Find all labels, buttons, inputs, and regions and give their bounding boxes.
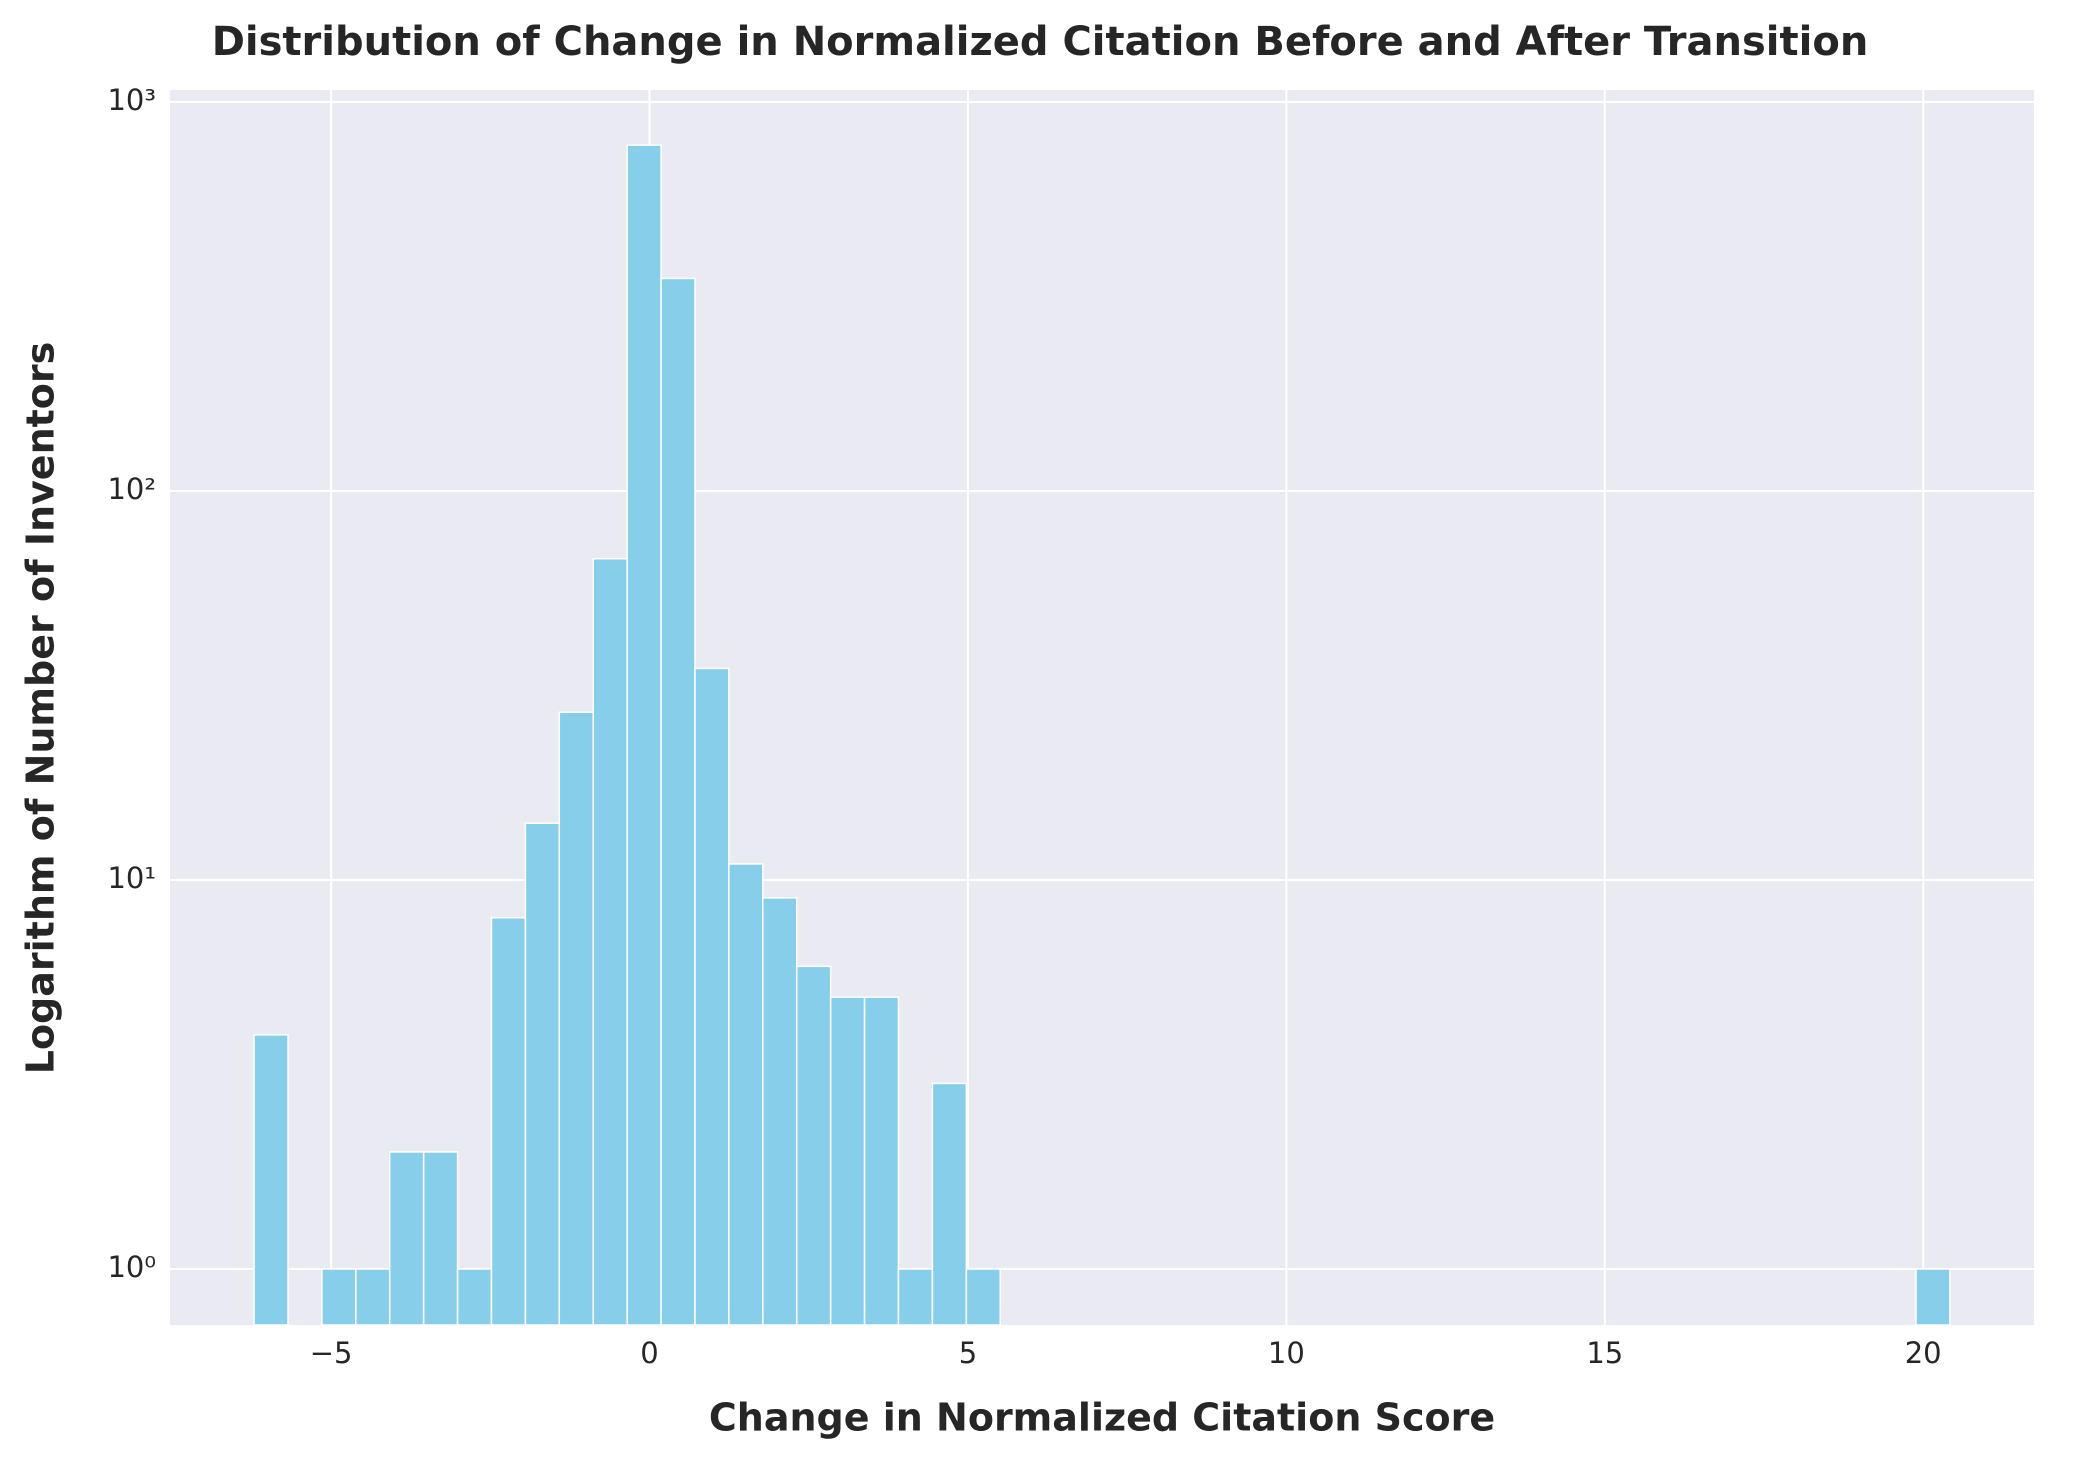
x-tick-label: 15 — [1586, 1336, 1623, 1370]
x-tick-label: 0 — [640, 1336, 658, 1370]
y-tick-label: 10¹ — [107, 861, 156, 895]
bar — [965, 1268, 1001, 1326]
plot-background — [170, 90, 2034, 1325]
bar — [388, 1151, 425, 1326]
bar — [796, 965, 832, 1326]
bar — [660, 277, 696, 1326]
x-tick-label: 5 — [959, 1336, 977, 1370]
bar — [456, 1268, 493, 1326]
bar — [931, 1082, 968, 1326]
bar — [355, 1268, 391, 1326]
bar — [863, 996, 900, 1326]
bar — [626, 144, 662, 1326]
bar — [728, 863, 764, 1326]
y-tick-label: 10⁰ — [107, 1250, 156, 1284]
chart-title: Distribution of Change in Normalized Cit… — [212, 19, 1869, 65]
bar — [829, 996, 866, 1326]
x-tick-label: 10 — [1268, 1336, 1305, 1370]
bar — [524, 822, 561, 1326]
x-axis-label: Change in Normalized Citation Score — [709, 1396, 1495, 1440]
x-tick-label: −5 — [310, 1336, 353, 1370]
bar — [422, 1151, 459, 1326]
bar — [490, 916, 527, 1326]
bar — [694, 667, 730, 1326]
bar — [558, 711, 594, 1326]
x-tick-label: 20 — [1905, 1336, 1942, 1370]
y-axis-label: Logarithm of Number of Inventors — [19, 342, 63, 1075]
bar — [1915, 1268, 1951, 1326]
bar — [592, 557, 628, 1326]
bar — [253, 1034, 289, 1326]
bar — [897, 1268, 934, 1326]
bar — [321, 1268, 357, 1326]
y-tick-label: 10² — [107, 472, 156, 506]
bar — [762, 897, 798, 1326]
y-tick-label: 10³ — [107, 83, 156, 117]
